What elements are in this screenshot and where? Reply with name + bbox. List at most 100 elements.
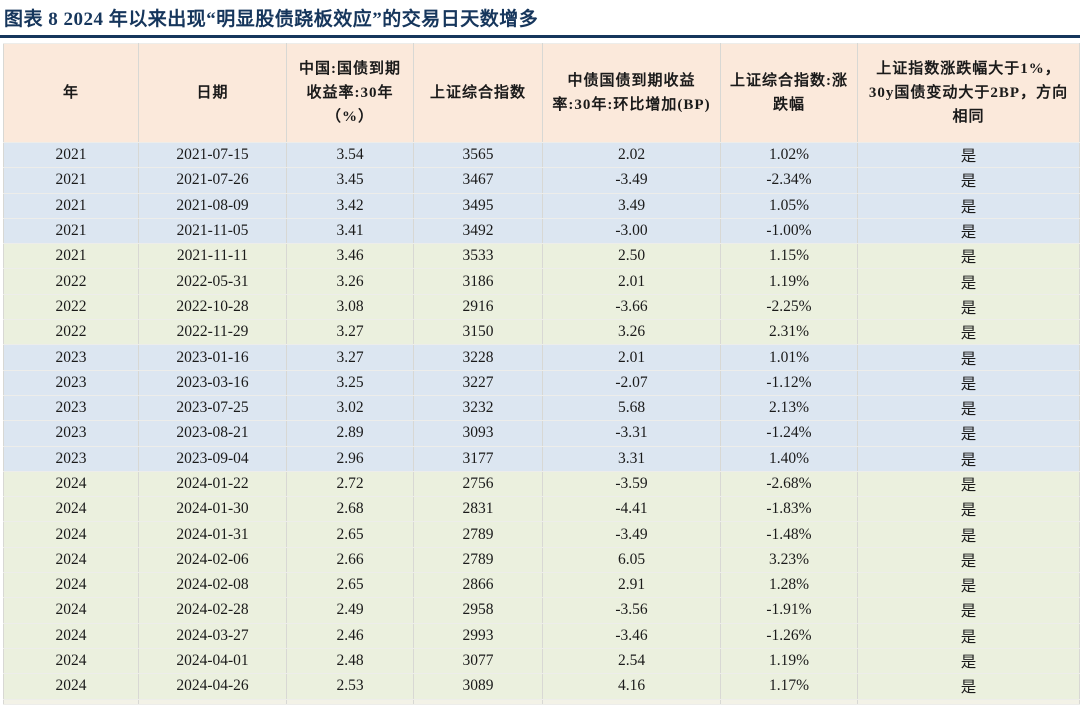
column-header-sse-index: 上证综合指数 <box>413 43 543 143</box>
table-cell: -1.91% <box>720 597 858 624</box>
table-cell: 2993 <box>413 622 543 649</box>
table-cell: 2021 <box>3 192 139 219</box>
column-header-seesaw-flag: 上证指数涨跌幅大于1%，30y国债变动大于2BP，方向相同 <box>857 43 1080 143</box>
table-cell: 2024 <box>3 673 139 700</box>
table-cell: 2.72 <box>286 470 414 498</box>
table-cell: 5.68 <box>542 394 721 422</box>
table-cell <box>542 698 721 705</box>
column-header-year: 年 <box>3 43 139 143</box>
table-cell: 2024 <box>3 546 139 574</box>
table-cell: 3.31 <box>542 445 721 472</box>
table-cell: -3.66 <box>542 293 721 321</box>
table-cell: 2023 <box>3 445 139 472</box>
column-header-sse-change: 上证综合指数:涨跌幅 <box>720 43 858 143</box>
table-cell: 2022-05-31 <box>138 268 287 295</box>
table-cell <box>413 698 543 705</box>
table-cell: 是 <box>857 344 1080 371</box>
table-cell: 2024 <box>3 521 139 548</box>
table-row: 2024 2024-03-27 2.46 2993 -3.46 -1.26% 是 <box>3 622 1080 649</box>
table-cell: 是 <box>857 141 1080 169</box>
table-cell: -2.68% <box>720 470 858 498</box>
table-cell: 6.05 <box>542 546 721 574</box>
table-cell: 2.31% <box>720 319 858 346</box>
table-cell: -1.26% <box>720 622 858 649</box>
table-cell: 2.50 <box>542 243 721 270</box>
table-cell: 是 <box>857 217 1080 245</box>
table-cell: 2022-11-29 <box>138 319 287 346</box>
table-cell: 2021-07-15 <box>138 141 287 169</box>
table-cell: 3.27 <box>286 319 414 346</box>
table-cell: -3.49 <box>542 521 721 548</box>
table-cell: 2.65 <box>286 521 414 548</box>
table-cell: 2.01 <box>542 344 721 371</box>
table-cell: 是 <box>857 268 1080 295</box>
table-cell: 3077 <box>413 647 543 675</box>
table-cell: 2831 <box>413 496 543 523</box>
table-cell: 2756 <box>413 470 543 498</box>
title-divider <box>0 35 1080 38</box>
table-cell: 3.25 <box>286 369 414 396</box>
table-cell: 1.17% <box>720 673 858 700</box>
table-cell: 3495 <box>413 192 543 219</box>
table-cell: 2.68 <box>286 496 414 523</box>
table-cell: 2024-02-06 <box>138 546 287 574</box>
table-cell: 3.27 <box>286 344 414 371</box>
table-cell: 是 <box>857 622 1080 649</box>
table-cell: 3228 <box>413 344 543 371</box>
table-row: 2024 2024-01-31 2.65 2789 -3.49 -1.48% 是 <box>3 521 1080 548</box>
table-cell: 是 <box>857 572 1080 599</box>
table-cell: 2.96 <box>286 445 414 472</box>
table-cell: 是 <box>857 673 1080 700</box>
table-cell: 是 <box>857 394 1080 422</box>
table-cell: 2.54 <box>542 647 721 675</box>
table-row: 2023 2023-01-16 3.27 3228 2.01 1.01% 是 <box>3 344 1080 371</box>
table-cell: 2023-09-04 <box>138 445 287 472</box>
table-cell: 4.16 <box>542 673 721 700</box>
table-cell: 2024-03-27 <box>138 622 287 649</box>
table-cell: 3227 <box>413 369 543 396</box>
table-cell <box>3 698 139 705</box>
table-cell: 2916 <box>413 293 543 321</box>
table-cell: -3.59 <box>542 470 721 498</box>
table-cell: 2866 <box>413 572 543 599</box>
table-cell: 2023 <box>3 344 139 371</box>
table-cell: 2789 <box>413 546 543 574</box>
table-cell: 2024 <box>3 622 139 649</box>
table-row: 2021 2021-08-09 3.42 3495 3.49 1.05% 是 <box>3 192 1080 219</box>
figure-title: 图表 8 2024 年以来出现“明显股债跷板效应”的交易日天数增多 <box>4 9 539 30</box>
table-cell: 2023 <box>3 394 139 422</box>
table-cell: 1.15% <box>720 243 858 270</box>
table-cell: 1.02% <box>720 141 858 169</box>
table-cell: 2022 <box>3 319 139 346</box>
table-cell: 3467 <box>413 167 543 194</box>
table-cell: 2024 <box>3 647 139 675</box>
table-cell: 3232 <box>413 394 543 422</box>
table-cell: -3.31 <box>542 420 721 447</box>
column-header-bond-yield: 中国:国债到期收益率:30年（%） <box>286 43 414 143</box>
table-cell: 2024 <box>3 470 139 498</box>
table-cell: -3.46 <box>542 622 721 649</box>
table-cell: 2.66 <box>286 546 414 574</box>
table-cell: 2021-07-26 <box>138 167 287 194</box>
table-cell: 2021 <box>3 243 139 270</box>
table-cell: 3.54 <box>286 141 414 169</box>
table-cell: 是 <box>857 369 1080 396</box>
table-cell: 2024-01-22 <box>138 470 287 498</box>
table-cell <box>286 698 414 705</box>
table-cell: 3.45 <box>286 167 414 194</box>
table-cell: 2024-04-01 <box>138 647 287 675</box>
table-cell: 3.46 <box>286 243 414 270</box>
table-cell: 3.26 <box>286 268 414 295</box>
table-cell: 2021 <box>3 141 139 169</box>
table-cell: 3177 <box>413 445 543 472</box>
table-cell: -4.41 <box>542 496 721 523</box>
table-cell: 2024 <box>3 597 139 624</box>
table-cell: 3150 <box>413 319 543 346</box>
table-row: 2023 2023-07-25 3.02 3232 5.68 2.13% 是 <box>3 394 1080 422</box>
table-cell: 2024-01-31 <box>138 521 287 548</box>
table-row: 2021 2021-11-05 3.41 3492 -3.00 -1.00% 是 <box>3 217 1080 245</box>
table-cell: 1.19% <box>720 647 858 675</box>
table-cell: 2023-03-16 <box>138 369 287 396</box>
table-cell: 2.13% <box>720 394 858 422</box>
